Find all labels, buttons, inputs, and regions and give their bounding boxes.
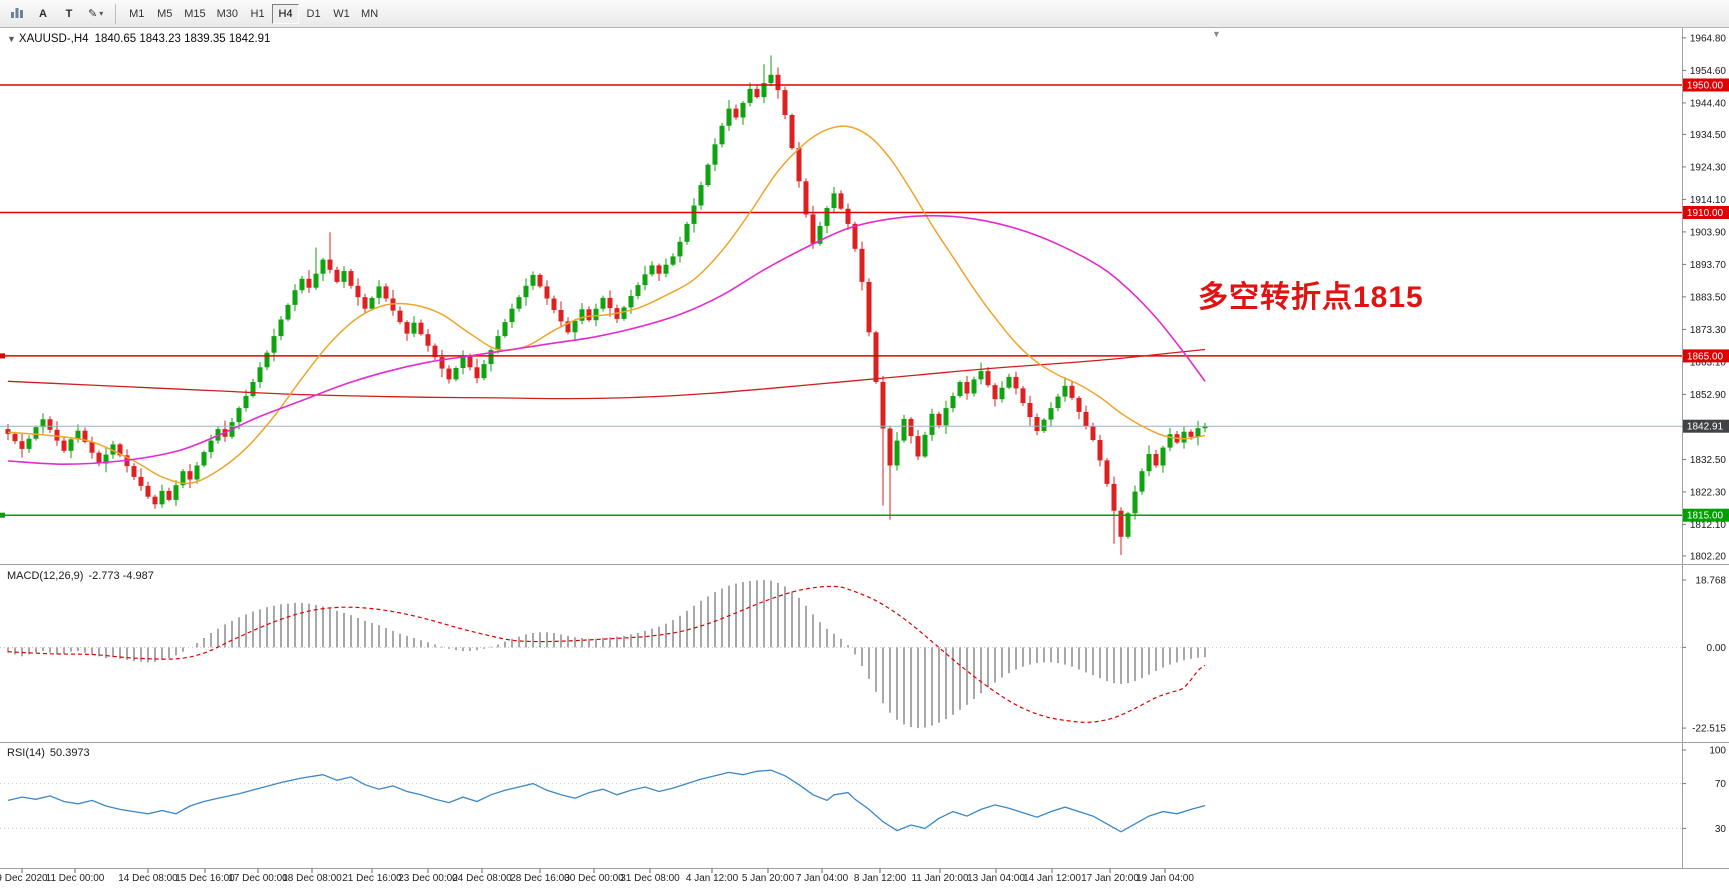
level-left-marker[interactable] (0, 512, 5, 518)
price-axis-label: 1863.10 (1690, 357, 1727, 368)
price-axis-label: 1852.90 (1690, 390, 1727, 401)
date-axis-label: 21 Dec 16:00 (342, 873, 402, 884)
price-level-label: 1910.00 (1687, 208, 1724, 219)
one-click-trading-arrow[interactable]: ▼ (7, 34, 16, 44)
price-level-label-box (1683, 419, 1729, 433)
price-axis-label: 1954.60 (1690, 66, 1727, 77)
date-axis-label: 17 Dec 00:00 (228, 873, 288, 884)
price-axis-label: 1914.10 (1690, 195, 1727, 206)
date-axis-label: 14 Dec 08:00 (118, 873, 178, 884)
price-level-label: 1865.00 (1687, 351, 1724, 362)
timeframe-button-m5[interactable]: M5 (151, 4, 178, 24)
price-axis-label: 1812.10 (1690, 520, 1727, 531)
timeframe-group: M1 M5 M15 M30 H1 H4 D1 W1 MN (123, 3, 384, 24)
date-axis-label: 18 Dec 08:00 (282, 873, 342, 884)
rsi-value: 50.3973 (49, 747, 90, 759)
date-axis-label: 17 Jan 20:00 (1081, 873, 1139, 884)
price-level-label-box (1683, 78, 1729, 92)
price-axis-label: 1832.50 (1690, 455, 1727, 466)
date-axis-label: 30 Dec 00:00 (564, 873, 624, 884)
price-axis-label: 1934.50 (1690, 130, 1727, 141)
pencil-icon: ✎ (88, 8, 98, 20)
date-axis-label: 23 Dec 00:00 (398, 873, 458, 884)
price-axis-label: 1964.80 (1690, 33, 1727, 44)
date-axis-label: 15 Dec 16:00 (175, 873, 235, 884)
toolbar-separator (115, 3, 117, 24)
macd-signal-line (7, 585, 1206, 723)
price-axis-label: 1944.40 (1690, 98, 1727, 109)
price-axis-label: 1822.30 (1690, 487, 1727, 498)
timeframe-button-d1[interactable]: D1 (300, 4, 327, 24)
template-tool-button[interactable]: T (57, 3, 81, 25)
timeframe-button-m1[interactable]: M1 (123, 4, 150, 24)
timeframe-button-h4[interactable]: H4 (272, 3, 300, 24)
timeframe-button-w1[interactable]: W1 (328, 4, 355, 24)
price-axis-label: 1924.30 (1690, 162, 1727, 173)
timeframe-button-h1[interactable]: H1 (244, 4, 271, 24)
macd-histogram (7, 580, 1206, 729)
level-left-marker[interactable] (0, 353, 5, 359)
candlestick-series (5, 55, 1208, 555)
ohlc-values: 1840.65 1843.23 1839.35 1842.91 (94, 33, 271, 45)
date-axis-label: 28 Dec 16:00 (510, 873, 570, 884)
date-axis-label: 8 Jan 12:00 (854, 873, 907, 884)
chart-shift-marker[interactable]: ▼ (1212, 29, 1221, 39)
rsi-axis-label: 100 (1709, 746, 1726, 757)
date-axis-label: 4 Jan 12:00 (686, 873, 739, 884)
date-axis-label: 13 Jan 04:00 (967, 873, 1025, 884)
bar-chart-icon (10, 6, 24, 22)
text-tool-button[interactable]: A (31, 3, 55, 25)
price-level-label: 1815.00 (1687, 511, 1724, 522)
toolbar: A T ✎ ▾ M1 M5 M15 M30 H1 H4 D1 W1 MN (0, 0, 1729, 28)
timeframe-button-mn[interactable]: MN (356, 4, 383, 24)
macd-axis-label: 0.00 (1707, 643, 1727, 654)
price-axis-label: 1893.70 (1690, 260, 1727, 271)
ma-orange-line (7, 125, 1206, 485)
macd-axis-label: 18.768 (1695, 576, 1726, 587)
price-level-label-box (1683, 508, 1729, 522)
macd-indicator-label: MACD(12,26,9) -2.773 -4.987 (7, 570, 154, 582)
rsi-indicator-label: RSI(14) 50.3973 (7, 747, 90, 759)
date-axis-label: 11 Jan 20:00 (911, 873, 969, 884)
template-tool-label: T (65, 7, 73, 20)
timeframe-button-m30[interactable]: M30 (212, 4, 243, 24)
macd-name: MACD(12,26,9) (7, 570, 84, 582)
price-level-label-box (1683, 206, 1729, 219)
price-level-label: 1842.91 (1687, 422, 1724, 433)
price-axis-label: 1873.30 (1690, 325, 1727, 336)
date-axis-label: 5 Jan 20:00 (742, 873, 795, 884)
macd-values: -2.773 -4.987 (88, 570, 154, 582)
date-axis-label: 14 Jan 12:00 (1023, 873, 1081, 884)
timeframe-button-m15[interactable]: M15 (179, 4, 210, 24)
macd-axis-label: -22.515 (1692, 724, 1726, 735)
rsi-axis-label: 30 (1715, 824, 1727, 835)
date-axis-label: 9 Dec 2020 (0, 873, 48, 884)
date-axis-label: 24 Dec 08:00 (452, 873, 512, 884)
date-axis-label: 11 Dec 00:00 (46, 873, 105, 884)
date-axis-label: 7 Jan 04:00 (796, 873, 849, 884)
price-axis-label: 1903.90 (1690, 227, 1727, 238)
text-tool-label: A (39, 7, 47, 20)
price-level-label-box (1683, 349, 1729, 363)
symbol-period-label: XAUUSD-,H4 (18, 33, 89, 45)
ma-magenta-line (7, 214, 1206, 466)
price-axis-label: 1802.20 (1690, 551, 1727, 562)
annotation-text: 多空转折点1815 (1198, 281, 1424, 314)
ma-red-line (7, 348, 1206, 400)
price-level-label: 1950.00 (1687, 81, 1724, 92)
chevron-down-icon: ▾ (99, 9, 104, 18)
chart-title: ▼ XAUUSD-,H4 1840.65 1843.23 1839.35 1842.… (7, 33, 270, 45)
price-axis-label: 1883.50 (1690, 292, 1727, 303)
rsi-line (7, 769, 1206, 833)
date-axis-label: 19 Jan 04:00 (1136, 873, 1194, 884)
bar-chart-icon-button[interactable] (5, 3, 29, 25)
date-axis-label: 31 Dec 08:00 (620, 873, 680, 884)
rsi-name: RSI(14) (7, 747, 45, 759)
rsi-axis-label: 70 (1715, 779, 1727, 790)
shapes-dropdown-button[interactable]: ✎ ▾ (83, 3, 108, 25)
